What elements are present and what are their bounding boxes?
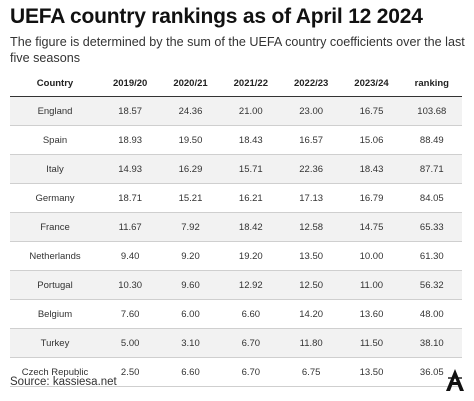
coefficient-cell: 18.43 xyxy=(220,125,281,155)
country-cell: Netherlands xyxy=(10,241,100,271)
coefficient-cell: 6.70 xyxy=(220,328,281,358)
ranking-cell: 56.32 xyxy=(401,270,462,300)
coefficient-cell: 3.10 xyxy=(160,328,221,358)
country-cell: Belgium xyxy=(10,299,100,329)
coefficient-cell: 12.50 xyxy=(280,270,342,300)
coefficient-cell: 11.80 xyxy=(280,328,342,358)
coefficient-cell: 14.75 xyxy=(341,212,402,242)
coefficient-cell: 10.30 xyxy=(100,270,161,300)
column-header: 2022/23 xyxy=(280,70,342,97)
column-header: 2019/20 xyxy=(100,70,161,97)
coefficient-cell: 5.00 xyxy=(100,328,161,358)
coefficient-cell: 17.13 xyxy=(280,183,342,213)
table-row: England 18.57 24.36 21.00 23.00 16.75 103.68 xyxy=(10,96,462,126)
coefficient-cell: 21.00 xyxy=(220,96,281,126)
chart-subtitle: The figure is determined by the sum of t… xyxy=(10,35,465,65)
table-row: Italy 14.93 16.29 15.71 22.36 18.43 87.71 xyxy=(10,154,462,184)
coefficient-cell: 24.36 xyxy=(160,96,221,126)
coefficient-cell: 2.50 xyxy=(100,357,161,387)
coefficient-cell: 14.20 xyxy=(280,299,342,329)
coefficient-cell: 10.00 xyxy=(341,241,402,271)
rankings-table: Country 2019/20 2020/21 2021/22 2022/23 2023/… xyxy=(10,70,462,387)
column-header: ranking xyxy=(401,70,462,97)
country-cell: Turkey xyxy=(10,328,100,358)
coefficient-cell: 16.79 xyxy=(341,183,402,213)
country-cell: Spain xyxy=(10,125,100,155)
chart-title: UEFA country rankings as of April 12 202… xyxy=(10,5,423,28)
coefficient-cell: 13.50 xyxy=(341,357,402,387)
coefficient-cell: 19.50 xyxy=(160,125,221,155)
coefficient-cell: 18.42 xyxy=(220,212,281,242)
coefficient-cell: 7.60 xyxy=(100,299,161,329)
country-cell: Portugal xyxy=(10,270,100,300)
table-row: Belgium 7.60 6.00 6.60 14.20 13.60 48.00 xyxy=(10,299,462,329)
coefficient-cell: 11.00 xyxy=(341,270,402,300)
coefficient-cell: 13.60 xyxy=(341,299,402,329)
coefficient-cell: 6.00 xyxy=(160,299,221,329)
country-cell: Czech Republic xyxy=(10,357,100,387)
coefficient-cell: 15.06 xyxy=(341,125,402,155)
table-header-row: Country 2019/20 2020/21 2021/22 2022/23 2023/… xyxy=(10,70,462,97)
table-row: Spain 18.93 19.50 18.43 16.57 15.06 88.49 xyxy=(10,125,462,155)
coefficient-cell: 6.60 xyxy=(160,357,221,387)
coefficient-cell: 14.93 xyxy=(100,154,161,184)
coefficient-cell: 16.75 xyxy=(341,96,402,126)
country-cell: England xyxy=(10,96,100,126)
ranking-cell: 61.30 xyxy=(401,241,462,271)
ranking-cell: 65.33 xyxy=(401,212,462,242)
table-row: Czech Republic 2.50 6.60 6.70 6.75 13.50 36.05 xyxy=(10,357,462,387)
table-row: France 11.67 7.92 18.42 12.58 14.75 65.33 xyxy=(10,212,462,242)
table-row: Portugal 10.30 9.60 12.92 12.50 11.00 56.32 xyxy=(10,270,462,300)
coefficient-cell: 16.57 xyxy=(280,125,342,155)
ranking-cell: 88.49 xyxy=(401,125,462,155)
coefficient-cell: 18.71 xyxy=(100,183,161,213)
coefficient-cell: 6.60 xyxy=(220,299,281,329)
coefficient-cell: 11.67 xyxy=(100,212,161,242)
table-row: Turkey 5.00 3.10 6.70 11.80 11.50 38.10 xyxy=(10,328,462,358)
ranking-cell: 87.71 xyxy=(401,154,462,184)
column-header: Country xyxy=(10,70,100,97)
coefficient-cell: 12.92 xyxy=(220,270,281,300)
coefficient-cell: 15.71 xyxy=(220,154,281,184)
athletic-logo-icon xyxy=(446,369,464,391)
coefficient-cell: 11.50 xyxy=(341,328,402,358)
column-header: 2020/21 xyxy=(160,70,221,97)
coefficient-cell: 18.57 xyxy=(100,96,161,126)
coefficient-cell: 22.36 xyxy=(280,154,342,184)
ranking-cell: 38.10 xyxy=(401,328,462,358)
coefficient-cell: 13.50 xyxy=(280,241,342,271)
country-cell: Germany xyxy=(10,183,100,213)
coefficient-cell: 16.21 xyxy=(220,183,281,213)
table-row: Netherlands 9.40 9.20 19.20 13.50 10.00 61.30 xyxy=(10,241,462,271)
coefficient-cell: 9.20 xyxy=(160,241,221,271)
coefficient-cell: 6.70 xyxy=(220,357,281,387)
coefficient-cell: 16.29 xyxy=(160,154,221,184)
coefficient-cell: 19.20 xyxy=(220,241,281,271)
coefficient-cell: 18.93 xyxy=(100,125,161,155)
coefficient-cell: 18.43 xyxy=(341,154,402,184)
ranking-cell: 84.05 xyxy=(401,183,462,213)
coefficient-cell: 9.60 xyxy=(160,270,221,300)
coefficient-cell: 6.75 xyxy=(280,357,342,387)
country-cell: France xyxy=(10,212,100,242)
coefficient-cell: 15.21 xyxy=(160,183,221,213)
coefficient-cell: 9.40 xyxy=(100,241,161,271)
column-header: 2021/22 xyxy=(220,70,281,97)
source-note: Source: kassiesa.net xyxy=(10,376,117,388)
table-row: Germany 18.71 15.21 16.21 17.13 16.79 84.05 xyxy=(10,183,462,213)
coefficient-cell: 23.00 xyxy=(280,96,342,126)
column-header: 2023/24 xyxy=(341,70,402,97)
coefficient-cell: 7.92 xyxy=(160,212,221,242)
country-cell: Italy xyxy=(10,154,100,184)
ranking-cell: 103.68 xyxy=(401,96,462,126)
coefficient-cell: 12.58 xyxy=(280,212,342,242)
table-body: England 18.57 24.36 21.00 23.00 16.75 103.68 Sp… xyxy=(10,96,462,387)
ranking-cell: 48.00 xyxy=(401,299,462,329)
